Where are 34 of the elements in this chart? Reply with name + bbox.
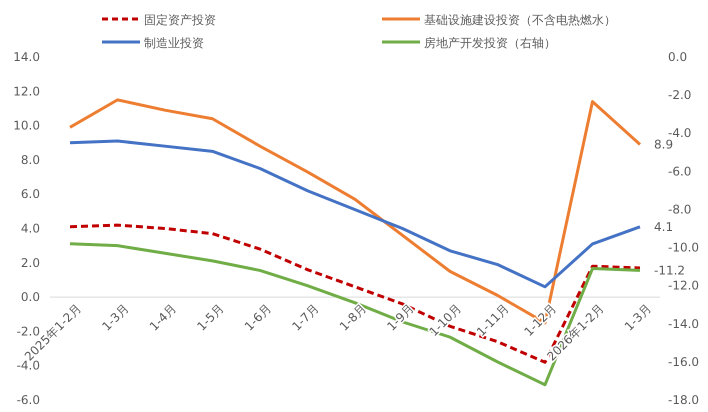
y-tick-label: 8.0 bbox=[20, 152, 40, 167]
y2-tick-label: -10.0 bbox=[668, 240, 700, 255]
y-tick-label: 4.0 bbox=[20, 222, 40, 236]
y2-tick-label: -12.0 bbox=[668, 278, 700, 293]
y-tick-label: 12.0 bbox=[13, 84, 40, 98]
y2-tick-label: -8.0 bbox=[668, 202, 692, 216]
y2-tick-label: -14.0 bbox=[668, 316, 700, 331]
y-tick-label: -6.0 bbox=[16, 393, 40, 407]
x-tick-label: 1-3月 bbox=[622, 301, 654, 334]
legend-label: 制造业投资 bbox=[144, 36, 204, 50]
y-tick-label: 10.0 bbox=[13, 118, 40, 133]
data-label: 4.1 bbox=[654, 220, 674, 234]
y-tick-label: 0.0 bbox=[20, 290, 40, 304]
y2-tick-label: -16.0 bbox=[668, 354, 700, 369]
x-tick-label: 1-7月 bbox=[289, 301, 322, 334]
y-tick-label: 2.0 bbox=[20, 256, 40, 270]
x-tick-label: 1-9月 bbox=[384, 301, 417, 334]
y-tick-label: 6.0 bbox=[20, 187, 40, 202]
x-tick-label: 1-8月 bbox=[336, 301, 370, 334]
y-tick-label: -2.0 bbox=[16, 324, 40, 338]
x-tick-label: 1-3月 bbox=[99, 301, 132, 334]
x-tick-label: 1-4月 bbox=[146, 301, 180, 334]
data-label: -11.2 bbox=[654, 263, 686, 278]
legend-label: 基础设施建设投资（不含电热燃水） bbox=[424, 13, 616, 27]
legend-label: 房地产开发投资（右轴） bbox=[424, 36, 556, 50]
legend-label: 固定资产投资 bbox=[144, 13, 216, 27]
y2-tick-label: 0.0 bbox=[668, 50, 688, 64]
x-tick-label: 1-6月 bbox=[242, 301, 274, 334]
y-tick-label: 14.0 bbox=[13, 50, 40, 64]
x-tick-label: 1-5月 bbox=[194, 301, 227, 334]
y2-tick-label: -6.0 bbox=[668, 164, 692, 178]
y2-tick-label: -2.0 bbox=[668, 88, 692, 102]
y2-tick-label: -18.0 bbox=[668, 393, 700, 407]
line-series bbox=[68, 140, 642, 288]
